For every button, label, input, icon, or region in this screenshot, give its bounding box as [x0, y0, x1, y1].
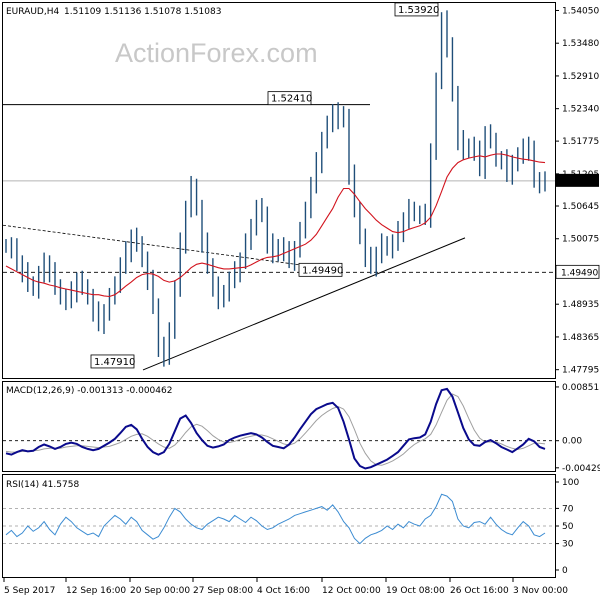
x-tick-label: 3 Nov 00:00	[513, 586, 568, 596]
watermark: ActionForex.com	[115, 38, 318, 68]
rising-trendline	[142, 237, 466, 371]
price-y-tick-label: 1.48365	[562, 333, 599, 343]
rsi-y-tick-label: 100	[562, 478, 579, 488]
price-callout-label: 1.52410	[271, 94, 312, 105]
axes: 1.540501.534801.529101.523401.517751.512…	[3, 6, 600, 596]
chart-symbol: EURAUD,H4	[6, 7, 59, 17]
price-callout-box	[267, 91, 312, 106]
price-callout-label: 1.49490	[302, 265, 343, 276]
macd-y-tick-label: 0.008517	[562, 383, 600, 393]
price-y-tick-label: 1.48935	[562, 300, 599, 310]
price-panel-frame	[2, 2, 556, 379]
price-y-tick-label: 1.54050	[562, 6, 599, 16]
price-y-tick-label: 1.50075	[562, 235, 599, 245]
macd-line	[5, 387, 546, 470]
rsi-plot	[3, 493, 555, 545]
level-price-tag	[555, 264, 600, 279]
falling-trendline	[2, 224, 301, 266]
x-tick-label: 12 Oct 00:00	[322, 586, 381, 596]
rsi-title: RSI(14) 41.5758	[6, 480, 79, 490]
chart-ohlc: 1.51109 1.51136 1.51078 1.51083	[64, 7, 221, 17]
price-plot: 1.53920 1.52410 1.49490 1.47910	[2, 2, 555, 371]
price-y-tick-label: 1.50645	[562, 202, 599, 212]
price-y-tick-label: 1.51775	[562, 137, 599, 147]
rsi-y-tick-label: 0	[562, 566, 568, 576]
price-y-tick-label: 1.52910	[562, 72, 599, 82]
macd-plot	[3, 387, 555, 470]
macd-signal-line	[5, 393, 546, 466]
macd-title: MACD(12,26,9) -0.001313 -0.000462	[6, 386, 172, 396]
price-callout-label: 1.47910	[94, 357, 135, 368]
price-y-tick-label: 1.52340	[562, 105, 599, 115]
price-callout-box	[298, 262, 343, 277]
rsi-y-tick-label: 70	[562, 504, 574, 514]
price-callout-label: 1.53920	[398, 5, 439, 16]
rsi-line	[5, 493, 546, 545]
price-y-tick-label: 1.53480	[562, 39, 599, 49]
macd-y-tick-label: -0.004296	[562, 464, 600, 474]
x-tick-label: 19 Oct 08:00	[386, 586, 445, 596]
x-tick-label: 12 Sep 16:00	[66, 586, 126, 596]
price-y-tick-label: 1.47795	[562, 366, 599, 376]
x-tick-label: 27 Sep 08:00	[193, 586, 253, 596]
current-price-tag-label: 1.51083	[561, 177, 598, 187]
rsi-y-tick-label: 50	[562, 522, 574, 532]
macd-panel-frame	[2, 381, 556, 472]
rsi-y-tick-label: 30	[562, 540, 574, 550]
x-tick-label: 4 Oct 16:00	[257, 586, 310, 596]
current-price-tag	[556, 173, 599, 187]
x-tick-label: 20 Sep 00:00	[130, 586, 190, 596]
moving-average-line	[5, 153, 546, 298]
macd-y-tick-label: 0.00	[562, 437, 582, 447]
price-callout-box	[394, 2, 439, 17]
x-tick-label: 26 Oct 16:00	[450, 586, 509, 596]
level-price-tag-label: 1.49490	[561, 268, 598, 278]
panel-frames	[2, 2, 556, 578]
price-callout-box	[90, 354, 135, 369]
x-tick-label: 5 Sep 2017	[4, 586, 55, 596]
